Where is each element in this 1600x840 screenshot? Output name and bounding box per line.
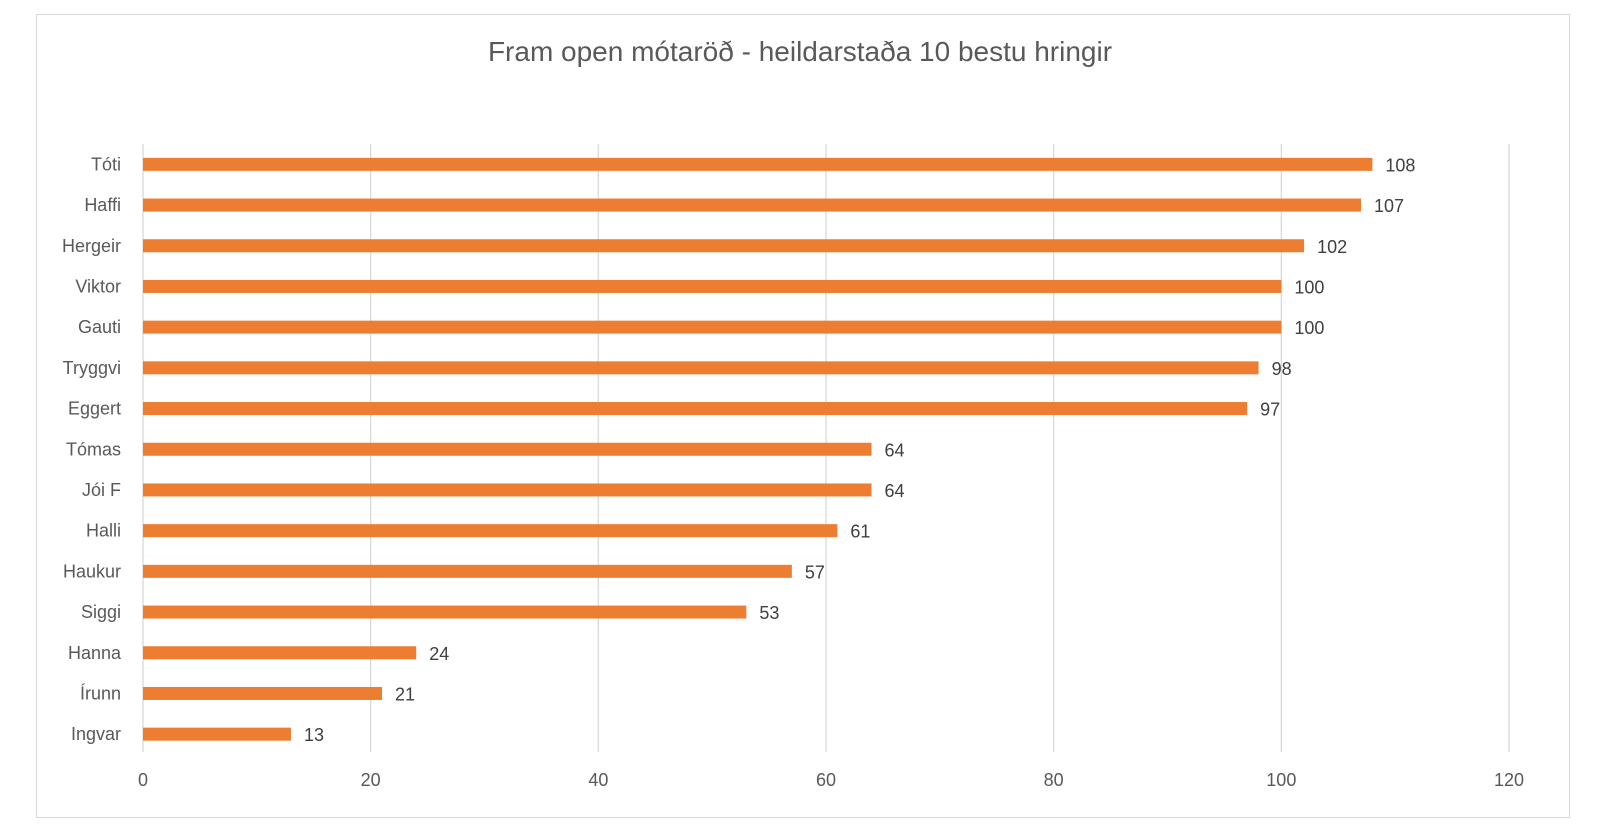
data-label: 64 — [885, 440, 905, 460]
data-label: 13 — [304, 725, 324, 745]
x-tick-label: 40 — [588, 770, 608, 790]
category-label: Haukur — [63, 561, 121, 581]
bar — [143, 239, 1305, 253]
data-label: 100 — [1294, 318, 1324, 338]
x-tick-label: 60 — [816, 770, 836, 790]
bar — [143, 442, 872, 456]
category-label: Írunn — [80, 683, 121, 703]
category-label: Ingvar — [71, 724, 121, 744]
data-label: 100 — [1294, 277, 1324, 297]
bar — [143, 483, 872, 497]
data-label: 107 — [1374, 196, 1404, 216]
bar — [143, 361, 1259, 375]
category-label: Tómas — [66, 439, 121, 459]
bar — [143, 605, 747, 619]
category-label: Hanna — [68, 643, 122, 663]
data-label: 24 — [429, 644, 449, 664]
chart-frame — [36, 14, 1570, 818]
chart-title: Fram open mótaröð - heildarstaða 10 best… — [487, 36, 1113, 67]
category-label: Halli — [86, 521, 121, 541]
category-label: Hergeir — [62, 236, 121, 256]
x-tick-label: 80 — [1044, 770, 1064, 790]
category-label: Jói F — [82, 480, 121, 500]
bar — [143, 646, 417, 660]
bar — [143, 686, 383, 700]
x-tick-label: 100 — [1266, 770, 1296, 790]
bar — [143, 279, 1282, 293]
category-label: Tryggvi — [63, 358, 121, 378]
data-label: 61 — [850, 522, 870, 542]
data-label: 53 — [759, 603, 779, 623]
x-tick-label: 0 — [138, 770, 148, 790]
data-label: 21 — [395, 684, 415, 704]
data-label: 97 — [1260, 400, 1280, 420]
data-label: 57 — [805, 562, 825, 582]
bar — [143, 402, 1248, 416]
x-tick-label: 20 — [361, 770, 381, 790]
bar — [143, 524, 838, 538]
bar — [143, 198, 1362, 212]
data-label: 108 — [1385, 155, 1415, 175]
data-label: 102 — [1317, 237, 1347, 257]
category-label: Haffi — [84, 195, 121, 215]
bar — [143, 727, 291, 741]
labels: 0 20 40 60 80 100 120 Tóti 108 Haffi 107 Hergeir 102… — [62, 154, 1524, 790]
bar — [143, 564, 792, 578]
data-label: 98 — [1272, 359, 1292, 379]
category-label: Viktor — [75, 276, 121, 296]
data-label: 64 — [885, 481, 905, 501]
category-label: Gauti — [78, 317, 121, 337]
bar — [143, 157, 1373, 171]
category-label: Siggi — [81, 602, 121, 622]
bars — [143, 157, 1373, 741]
bar — [143, 320, 1282, 334]
x-tick-label: 120 — [1494, 770, 1524, 790]
category-label: Tóti — [91, 154, 121, 174]
category-label: Eggert — [68, 399, 121, 419]
